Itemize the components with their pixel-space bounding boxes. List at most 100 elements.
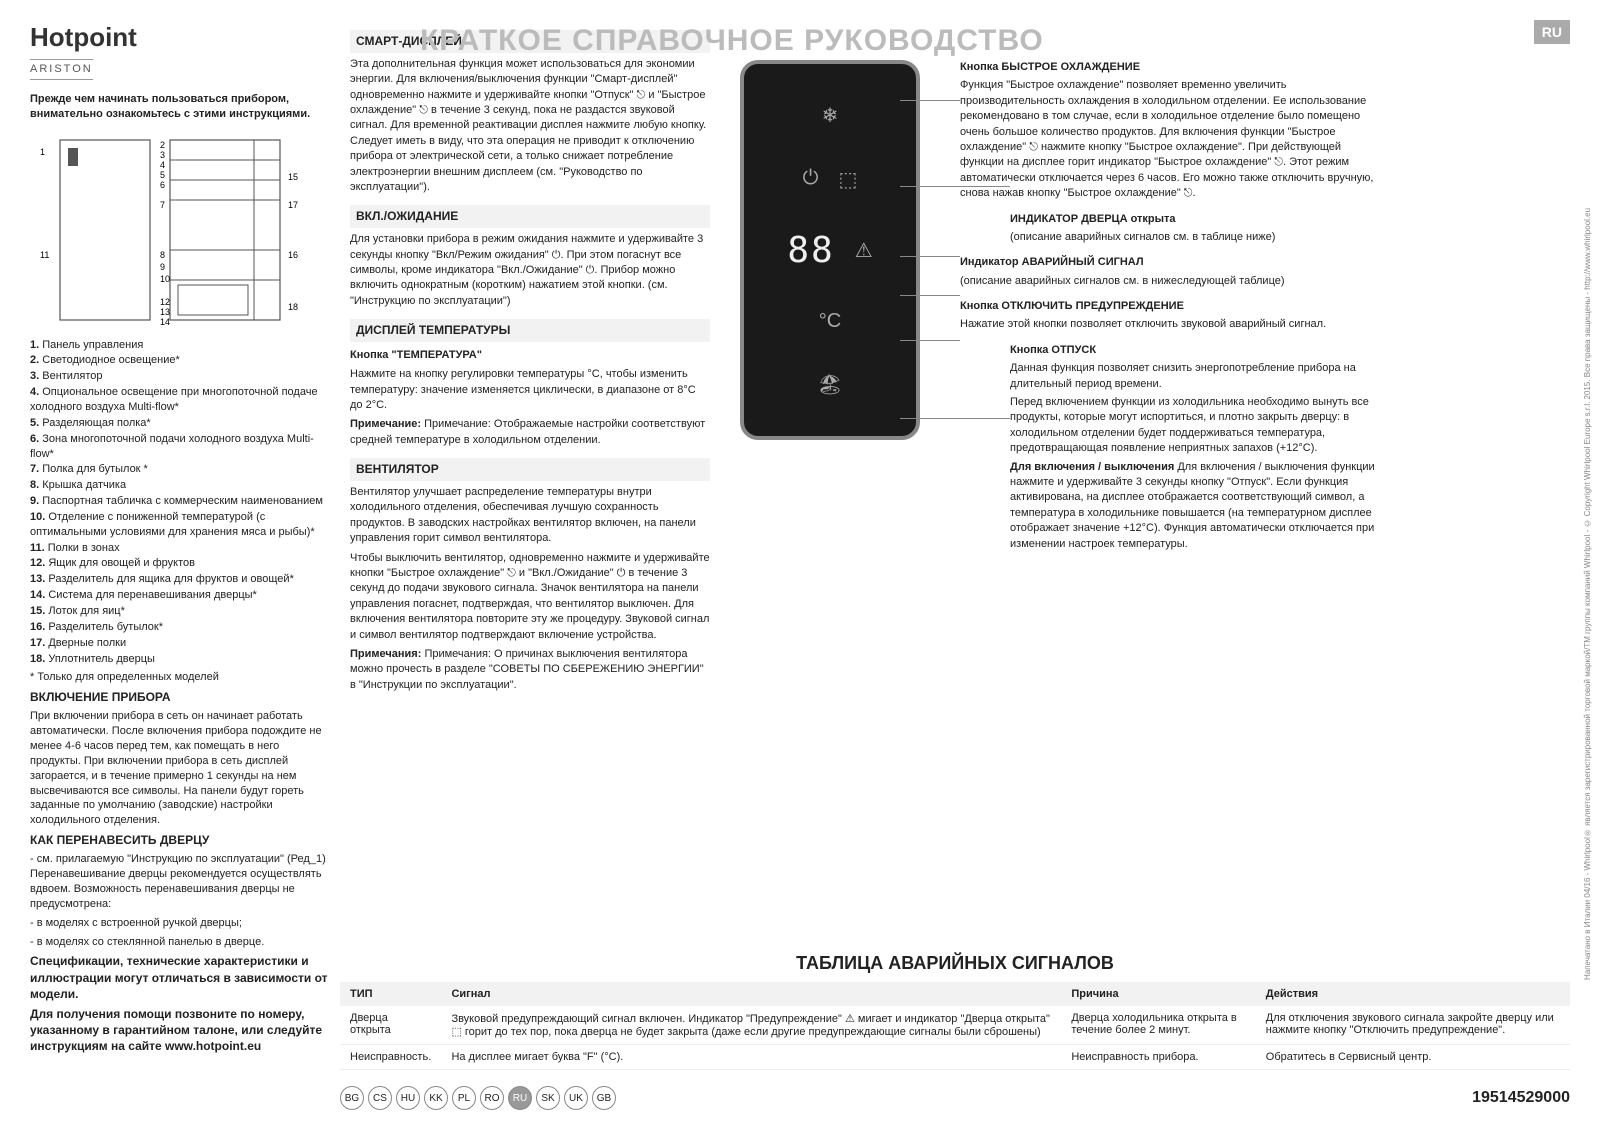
svg-text:15: 15 — [288, 172, 298, 182]
temp-c-icon: °C — [819, 310, 841, 333]
section-door-p1: - см. прилагаемую "Инструкцию по эксплуа… — [30, 852, 330, 911]
vacation-p1: Данная функция позволяет снизить энергоп… — [1010, 361, 1380, 392]
table-cell: Для отключения звукового сигнала закройт… — [1256, 1006, 1570, 1045]
lang-code: KK — [424, 1086, 448, 1110]
lang-code: PL — [452, 1086, 476, 1110]
svg-text:16: 16 — [288, 250, 298, 260]
fan-p2: Чтобы выключить вентилятор, одновременно… — [350, 551, 710, 643]
brand-logo: Hotpoint — [30, 20, 330, 55]
alarm-ind-h: Индикатор АВАРИЙНЫЙ СИГНАЛ — [960, 255, 1380, 270]
temp-display-h: ДИСПЛЕЙ ТЕМПЕРАТУРЫ — [350, 319, 710, 342]
parts-list: 1. Панель управления2. Светодиодное осве… — [30, 338, 330, 667]
lang-code: GB — [592, 1086, 616, 1110]
lang-code: CS — [368, 1086, 392, 1110]
door-open-ind-p: (описание аварийных сигналов см. в табли… — [1010, 230, 1380, 245]
part-item: 1. Панель управления — [30, 338, 330, 353]
part-item: 9. Паспортная табличка с коммерческим на… — [30, 494, 330, 509]
fan-h: ВЕНТИЛЯТОР — [350, 458, 710, 481]
svg-text:2: 2 — [160, 140, 165, 150]
svg-text:5: 5 — [160, 170, 165, 180]
vacation-p3: Для включения / выключения Для включения… — [1010, 460, 1380, 552]
on-standby-h: ВКЛ./ОЖИДАНИЕ — [350, 205, 710, 228]
smart-display-p: Эта дополнительная функция может использ… — [350, 57, 710, 196]
part-item: 15. Лоток для яиц* — [30, 604, 330, 619]
svg-text:4: 4 — [160, 160, 165, 170]
part-number: 19514529000 — [1472, 1089, 1570, 1107]
table-header: Действия — [1256, 982, 1570, 1006]
svg-text:14: 14 — [160, 317, 170, 327]
lang-code: SK — [536, 1086, 560, 1110]
svg-text:6: 6 — [160, 180, 165, 190]
table-header: Причина — [1061, 982, 1255, 1006]
mute-p: Нажатие этой кнопки позволяет отключить … — [960, 317, 1380, 332]
part-item: 10. Отделение с пониженной температурой … — [30, 510, 330, 540]
temp-button-h: Кнопка "ТЕМПЕРАТУРА" — [350, 348, 710, 363]
alarm-table: ТИПСигналПричинаДействия Дверца открытаЗ… — [340, 982, 1570, 1070]
svg-text:8: 8 — [160, 250, 165, 260]
footer: BGCSHUKKPLRORUSKUKGB 19514529000 — [340, 1086, 1570, 1110]
svg-text:13: 13 — [160, 307, 170, 317]
table-cell: Звуковой предупреждающий сигнал включен.… — [441, 1006, 1061, 1045]
table-row: Дверца открытаЗвуковой предупреждающий с… — [340, 1006, 1570, 1045]
lang-code: RU — [508, 1086, 532, 1110]
vacation-h: Кнопка ОТПУСК — [1010, 343, 1380, 358]
temp-note: Примечание: Примечание: Отображаемые нас… — [350, 417, 710, 448]
table-cell: Дверца открыта — [340, 1006, 441, 1045]
fan-p3: Примечания: Примечания: О причинах выклю… — [350, 647, 710, 693]
section-power-on-h: ВКЛЮЧЕНИЕ ПРИБОРА — [30, 689, 330, 705]
left-column: Hotpoint ARISTON Прежде чем начинать пол… — [30, 20, 330, 1110]
right-descriptions: Кнопка БЫСТРОЕ ОХЛАЖДЕНИЕ Функция "Быстр… — [960, 50, 1380, 555]
spec-note: Спецификации, технические характеристики… — [30, 953, 330, 1002]
language-codes: BGCSHUKKPLRORUSKUKGB — [340, 1086, 616, 1110]
part-item: 8. Крышка датчика — [30, 478, 330, 493]
section-door-h: КАК ПЕРЕНАВЕСИТЬ ДВЕРЦУ — [30, 832, 330, 848]
fan-p1: Вентилятор улучшает распределение темпер… — [350, 485, 710, 547]
table-cell: Неисправность. — [340, 1045, 441, 1070]
part-item: 11. Полки в зонах — [30, 541, 330, 556]
alarm-title: ТАБЛИЦА АВАРИЙНЫХ СИГНАЛОВ — [340, 953, 1570, 974]
vacation-p2: Перед включением функции из холодильника… — [1010, 395, 1380, 457]
parts-note: * Только для определенных моделей — [30, 670, 330, 685]
on-standby-p: Для установки прибора в режим ожидания н… — [350, 232, 710, 309]
table-cell: Дверца холодильника открыта в течение бо… — [1061, 1006, 1255, 1045]
lang-code: RO — [480, 1086, 504, 1110]
svg-text:18: 18 — [288, 302, 298, 312]
part-item: 14. Система для перенавешивания дверцы* — [30, 588, 330, 603]
part-item: 2. Светодиодное освещение* — [30, 353, 330, 368]
copyright-text: Напечатано в Италии 04/16 - Whirlpool® я… — [1583, 80, 1592, 980]
part-item: 18. Уплотнитель дверцы — [30, 652, 330, 667]
part-item: 16. Разделитель бутылок* — [30, 620, 330, 635]
table-row: Неисправность.На дисплее мигает буква "F… — [340, 1045, 1570, 1070]
section-door-p2: - в моделях с встроенной ручкой дверцы; — [30, 916, 330, 931]
table-header: Сигнал — [441, 982, 1061, 1006]
table-cell: Обратитесь в Сервисный центр. — [1256, 1045, 1570, 1070]
svg-text:9: 9 — [160, 262, 165, 272]
part-item: 13. Разделитель для ящика для фруктов и … — [30, 572, 330, 587]
svg-text:7: 7 — [160, 200, 165, 210]
power-icon: ⏻ — [803, 167, 819, 192]
appliance-diagram: 1 23 45 67 89 10 11 1213 14 15 16 17 18 — [30, 130, 330, 330]
svg-text:10: 10 — [160, 274, 170, 284]
part-item: 12. Ящик для овощей и фруктов — [30, 556, 330, 571]
lang-code: BG — [340, 1086, 364, 1110]
subbrand: ARISTON — [30, 59, 93, 80]
table-header: ТИП — [340, 982, 441, 1006]
control-panel: ❄ ⏻ ⬚ 88 ⚠ °C 🏖 — [740, 60, 920, 440]
vacation-icon: 🏖 — [817, 372, 842, 397]
part-item: 6. Зона многопоточной подачи холодного в… — [30, 432, 330, 462]
help-note: Для получения помощи позвоните по номеру… — [30, 1006, 330, 1055]
svg-text:3: 3 — [160, 150, 165, 160]
alarm-icon: ⚠ — [855, 238, 873, 263]
fast-cool-p: Функция "Быстрое охлаждение" позволяет в… — [960, 78, 1380, 201]
svg-text:17: 17 — [288, 200, 298, 210]
lang-code: HU — [396, 1086, 420, 1110]
table-cell: На дисплее мигает буква "F" (°C). — [441, 1045, 1061, 1070]
section-power-on-p: При включении прибора в сеть он начинает… — [30, 709, 330, 828]
mute-h: Кнопка ОТКЛЮЧИТЬ ПРЕДУПРЕЖДЕНИЕ — [960, 299, 1380, 314]
middle-column: СМАРТ-ДИСПЛЕЙ Эта дополнительная функция… — [350, 20, 710, 1110]
part-item: 5. Разделяющая полка* — [30, 416, 330, 431]
svg-text:11: 11 — [40, 250, 49, 260]
right-column: ❄ ⏻ ⬚ 88 ⚠ °C 🏖 Кнопка БЫСТРОЕ ОХЛАЖДЕНИ… — [730, 20, 1570, 1110]
door-open-ind-h: ИНДИКАТОР ДВЕРЦА открыта — [1010, 212, 1380, 227]
part-item: 7. Полка для бутылок * — [30, 462, 330, 477]
